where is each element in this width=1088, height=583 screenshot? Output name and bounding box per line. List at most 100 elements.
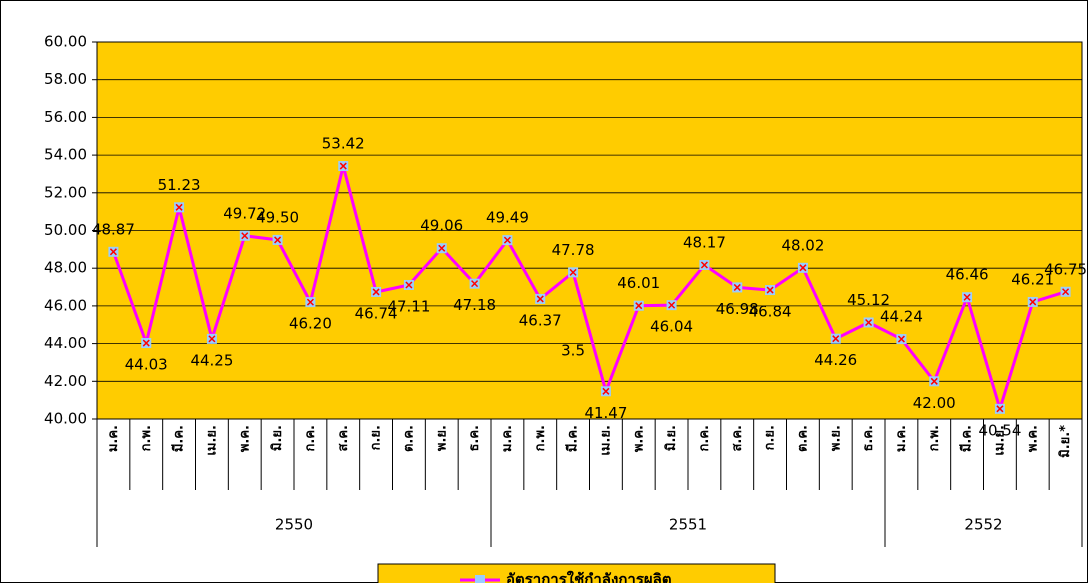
x-tick-label: มี.ค.: [565, 425, 581, 452]
data-label: 46.20: [289, 315, 332, 333]
data-label: 46.01: [617, 274, 660, 292]
x-tick-label: ก.พ.: [533, 425, 548, 451]
data-label: 49.72: [223, 204, 266, 222]
y-tick-label: 42.00: [44, 372, 87, 390]
marker: [830, 333, 841, 344]
marker: [863, 317, 874, 328]
data-label: 46.98: [716, 300, 759, 318]
marker-cross: [602, 387, 610, 395]
marker-cross: [996, 405, 1004, 413]
marker-cross: [109, 248, 117, 256]
marker-cross: [733, 283, 741, 291]
x-tick-label: เม.ย.: [992, 425, 1007, 456]
marker: [666, 300, 677, 311]
marker-cross: [700, 261, 708, 269]
x-tick-label: ต.ค.: [401, 425, 416, 452]
y-tick-label: 46.00: [44, 296, 87, 314]
x-tick-label: ม.ค.: [894, 425, 909, 452]
x-tick-label: ธ.ค.: [861, 425, 876, 452]
data-label: 47.11: [387, 297, 430, 315]
marker-cross: [471, 280, 479, 288]
marker: [338, 161, 349, 172]
marker: [699, 259, 710, 270]
marker-cross: [635, 302, 643, 310]
x-tick-label: พ.ย.: [434, 425, 449, 451]
y-tick-label: 44.00: [44, 334, 87, 352]
marker-cross: [930, 377, 938, 385]
marker-cross: [668, 301, 676, 309]
data-label: 47.78: [552, 241, 595, 259]
x-tick-label: ส.ค.: [730, 425, 745, 452]
marker: [929, 376, 940, 387]
marker-cross: [897, 335, 905, 343]
x-tick-label: พ.ค.: [237, 425, 252, 452]
marker-cross: [1062, 288, 1070, 296]
marker: [174, 202, 185, 213]
marker: [896, 334, 907, 345]
group-label: 2551: [669, 516, 707, 534]
data-label: 41.47: [584, 404, 627, 422]
marker: [108, 246, 119, 257]
marker-cross: [405, 281, 413, 289]
marker: [1027, 296, 1038, 307]
marker: [239, 230, 250, 241]
data-label: 51.23: [158, 176, 201, 194]
y-tick-label: 48.00: [44, 259, 87, 277]
y-tick-label: 60.00: [44, 33, 87, 51]
data-label: 48.87: [92, 220, 135, 238]
marker: [962, 292, 973, 303]
marker: [797, 262, 808, 273]
marker: [371, 286, 382, 297]
legend-marker: [475, 575, 485, 583]
marker: [502, 235, 513, 246]
y-tick-label: 50.00: [44, 221, 87, 239]
marker-cross: [372, 288, 380, 296]
data-label: 49.50: [256, 208, 299, 226]
data-label: 46.04: [650, 318, 693, 336]
x-tick-label: ก.ค.: [303, 425, 318, 451]
data-label: 46.75: [1044, 260, 1087, 278]
x-tick-label: ม.ค.: [500, 425, 515, 452]
marker: [994, 403, 1005, 414]
y-tick-label: 40.00: [44, 410, 87, 428]
marker-cross: [208, 335, 216, 343]
marker-cross: [963, 293, 971, 301]
group-label: 2552: [964, 516, 1002, 534]
y-tick-label: 56.00: [44, 108, 87, 126]
marker-cross: [438, 244, 446, 252]
marker: [141, 338, 152, 349]
marker: [535, 293, 546, 304]
data-label: 44.03: [125, 356, 168, 374]
marker: [206, 333, 217, 344]
data-label: 46.46: [946, 266, 989, 284]
data-label: 44.26: [814, 351, 857, 369]
marker-cross: [1029, 298, 1037, 306]
x-tick-label: มี.ค.: [171, 425, 187, 452]
x-tick-label: ก.ย.: [369, 425, 384, 450]
x-tick-label: มิ.ย.*: [1058, 425, 1073, 458]
x-tick-label: เม.ย.: [204, 425, 219, 456]
marker-cross: [569, 268, 577, 276]
series-line: [112, 165, 1067, 415]
y-tick-label: 52.00: [44, 183, 87, 201]
x-tick-label: ม.ค.: [106, 425, 121, 452]
marker-cross: [766, 286, 774, 294]
data-label: 49.49: [486, 209, 529, 227]
x-tick-label: ธ.ค.: [467, 425, 482, 452]
marker: [765, 285, 776, 296]
x-tick-label: พ.ย.: [828, 425, 843, 451]
marker: [272, 234, 283, 245]
x-tick-label: ส.ค.: [336, 425, 351, 452]
marker-cross: [142, 339, 150, 347]
data-label: 48.02: [781, 236, 824, 254]
x-tick-label: มี.ค.: [959, 425, 975, 452]
data-label: 46.37: [519, 311, 562, 329]
y-tick-label: 58.00: [44, 70, 87, 88]
group-label: 2550: [275, 516, 313, 534]
marker: [633, 300, 644, 311]
marker: [305, 297, 316, 308]
marker-cross: [306, 298, 314, 306]
x-tick-label: ก.ค.: [697, 425, 712, 451]
data-label: 46.74: [355, 304, 398, 322]
x-tick-label: ก.พ.: [927, 425, 942, 451]
